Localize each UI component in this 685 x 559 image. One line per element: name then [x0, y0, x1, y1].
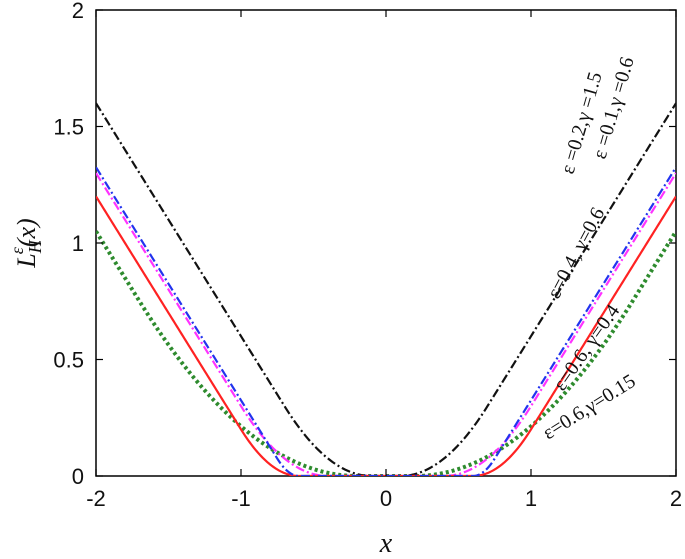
x-tick-label: -2 [86, 486, 106, 511]
y-tick-label: 2 [72, 0, 84, 23]
y-tick-label: 0 [72, 464, 84, 489]
y-label-sup: ε [7, 246, 27, 254]
y-axis-label: LHε(x) [7, 218, 45, 268]
x-tick-label: 0 [380, 486, 392, 511]
y-label-base: L [12, 253, 41, 268]
ticks-layer [95, 9, 677, 477]
x-tick-label: 2 [670, 486, 682, 511]
plot-area [95, 9, 677, 477]
curves-layer [96, 102, 676, 476]
x-tick-label: 1 [525, 486, 537, 511]
y-tick-label: 1 [72, 231, 84, 256]
x-tick-label: -1 [231, 486, 251, 511]
tick-labels-layer: -2 -1 0 1 2 0 0.5 1 1.5 2 [53, 0, 682, 511]
y-label-sub: H [25, 239, 45, 254]
y-tick-label: 0.5 [53, 348, 84, 373]
series-line-1 [96, 102, 676, 476]
x-axis-label: x [379, 528, 393, 559]
series-line-2 [96, 172, 676, 476]
series-line-4 [96, 166, 676, 476]
series-line-0 [96, 230, 676, 476]
y-tick-label: 1.5 [53, 115, 84, 140]
y-label-arg: (x) [12, 218, 41, 247]
series-line-3 [96, 195, 676, 476]
